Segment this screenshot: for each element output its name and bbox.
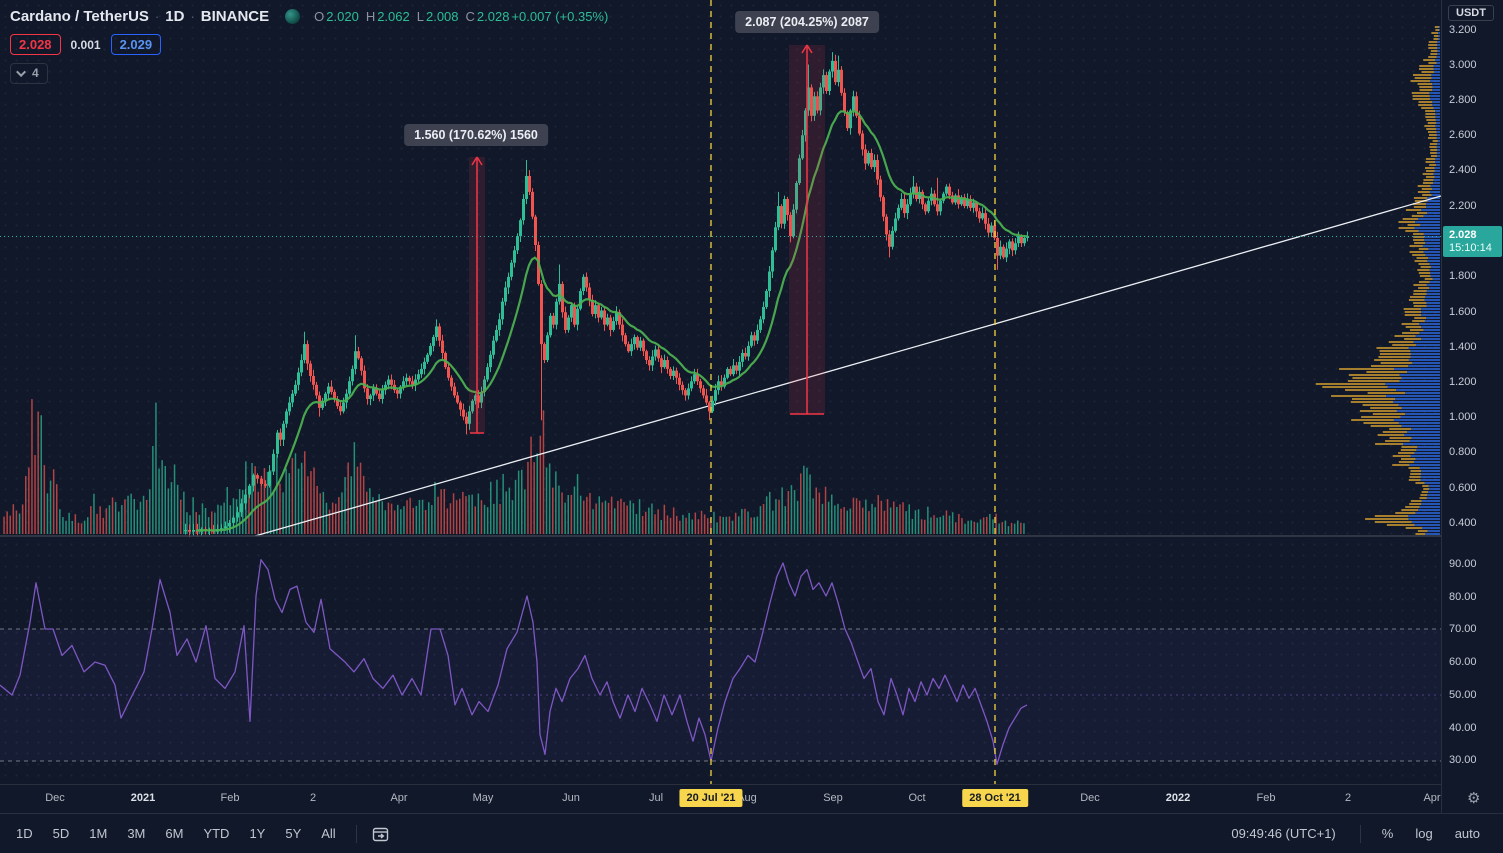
spread-value: 0.001: [70, 37, 101, 52]
currency-toggle-button[interactable]: USDT: [1448, 5, 1494, 21]
separator-dot: ·: [154, 8, 160, 24]
price-axis-label: 1.000: [1449, 411, 1477, 423]
rsi-axis-label: 60.00: [1449, 656, 1477, 668]
range-button-1d[interactable]: 1D: [16, 826, 33, 841]
time-axis-label: May: [472, 792, 494, 804]
auto-scale-button[interactable]: auto: [1454, 826, 1480, 841]
chart-canvas[interactable]: [0, 0, 1441, 784]
price-axis-label: 0.800: [1449, 446, 1477, 458]
measure-label-aug-run[interactable]: 2.087 (204.25%) 2087: [735, 11, 879, 33]
bar-countdown: 15:10:14: [1449, 242, 1492, 254]
price-axis-label: 2.600: [1449, 129, 1477, 141]
time-axis-label: 2: [309, 792, 317, 804]
interval-label[interactable]: 1D: [165, 7, 185, 25]
high-value: 2.062: [377, 8, 410, 24]
price-axis-label: 1.400: [1449, 341, 1477, 353]
open-label: O: [314, 8, 325, 24]
time-axis-label: 2022: [1165, 792, 1191, 804]
range-button-1y[interactable]: 1Y: [249, 826, 266, 841]
exchange-label[interactable]: BINANCE: [200, 7, 270, 25]
time-axis-label: Feb: [220, 792, 240, 804]
time-axis-label: Apr: [390, 792, 408, 804]
price-axis-label: 3.000: [1449, 59, 1477, 71]
time-axis-label: Dec: [45, 792, 65, 804]
time-axis-label: Apr: [1423, 792, 1441, 804]
time-axis-label: Jun: [562, 792, 580, 804]
rsi-axis-label: 30.00: [1449, 754, 1477, 766]
rsi-axis-label: 80.00: [1449, 591, 1477, 603]
price-axis-label: 1.800: [1449, 270, 1477, 282]
price-axis-label: 2.400: [1449, 164, 1477, 176]
time-axis-label: Oct: [908, 792, 926, 804]
symbol-title[interactable]: Cardano / TetherUS: [10, 7, 149, 25]
chart-area[interactable]: 1.560 (170.62%) 1560 2.087 (204.25%) 208…: [0, 0, 1441, 784]
time-axis-label: Jul: [648, 792, 664, 804]
change-value: +0.007 (+0.35%): [511, 8, 609, 24]
price-axis-label: 3.200: [1449, 24, 1477, 36]
open-value: 2.020: [326, 8, 359, 24]
price-axis-label: 1.600: [1449, 306, 1477, 318]
rsi-axis-label: 90.00: [1449, 558, 1477, 570]
range-button-1m[interactable]: 1M: [89, 826, 108, 841]
ohlc-values: O 2.020 H 2.062 L 2.008 C 2.028 +0.007 (+0.3…: [314, 9, 608, 24]
range-button-5y[interactable]: 5Y: [285, 826, 302, 841]
buy-price-button[interactable]: 2.029: [110, 34, 162, 55]
high-label: H: [365, 8, 376, 24]
range-button-all[interactable]: All: [321, 826, 336, 841]
range-button-ytd[interactable]: YTD: [203, 826, 230, 841]
chevron-down-icon: [16, 66, 27, 77]
low-label: L: [416, 8, 424, 24]
range-button-3m[interactable]: 3M: [127, 826, 146, 841]
range-button-6m[interactable]: 6M: [165, 826, 184, 841]
time-axis-label: Sep: [823, 792, 843, 804]
rsi-axis-label: 40.00: [1449, 722, 1477, 734]
indicators-collapse-button[interactable]: 4: [10, 63, 48, 84]
close-label: C: [465, 8, 475, 24]
toolbar-right-group: 09:49:46 (UTC+1) % log auto: [1217, 822, 1491, 845]
price-axis-label: 2.200: [1449, 200, 1477, 212]
time-axis[interactable]: Dec2021Feb2AprMayJunJulAugSepOctNovDec20…: [0, 784, 1441, 813]
percent-scale-button[interactable]: %: [1381, 826, 1394, 841]
log-scale-button[interactable]: log: [1415, 826, 1433, 841]
measure-label-may-run[interactable]: 1.560 (170.62%) 1560: [404, 124, 548, 146]
bottom-toolbar: 1D 5D 1M 3M 6M YTD 1Y 5Y All 09:49:46 (UTC+1) % …: [0, 813, 1503, 853]
time-axis-label: 2: [1344, 792, 1352, 804]
rsi-axis-label: 50.00: [1449, 689, 1477, 701]
price-axis-label: 0.400: [1449, 517, 1477, 529]
time-axis-label: Dec: [1080, 792, 1100, 804]
sell-price-button[interactable]: 2.028: [10, 34, 61, 55]
time-axis-date-badge[interactable]: 20 Jul '21: [679, 789, 743, 807]
time-axis-label: Feb: [1256, 792, 1276, 804]
indicators-count: 4: [32, 66, 39, 80]
go-to-date-icon[interactable]: [371, 824, 391, 844]
price-axis-label: 2.800: [1449, 94, 1477, 106]
low-value: 2.008: [425, 8, 459, 24]
last-price-value: 2.028: [1449, 229, 1477, 241]
toolbar-divider: [1359, 824, 1361, 843]
separator-dot: ·: [190, 8, 195, 24]
range-button-5d[interactable]: 5D: [52, 826, 70, 841]
gear-icon[interactable]: ⚙: [1467, 790, 1481, 807]
date-range-buttons: 1D 5D 1M 3M 6M YTD 1Y 5Y All: [6, 822, 346, 845]
price-axis-label: 1.200: [1449, 376, 1477, 388]
close-value: 2.028: [476, 8, 510, 24]
time-axis-date-badge[interactable]: 28 Oct '21: [962, 789, 1028, 807]
toolbar-divider: [355, 824, 357, 843]
time-axis-label: 2021: [130, 792, 156, 804]
rsi-axis-label: 70.00: [1449, 623, 1477, 635]
chart-legend: Cardano / TetherUS · 1D · BINANCE O 2.020…: [10, 6, 608, 84]
price-axis[interactable]: USDT 3.200 3.000 2.800 2.600 2.400 2.200 1.800…: [1441, 0, 1503, 813]
cardano-logo-icon: [285, 8, 301, 24]
last-price-badge: 2.028 15:10:14: [1443, 226, 1502, 257]
session-clock[interactable]: 09:49:46 (UTC+1): [1231, 826, 1336, 841]
price-axis-label: 0.600: [1449, 482, 1477, 494]
